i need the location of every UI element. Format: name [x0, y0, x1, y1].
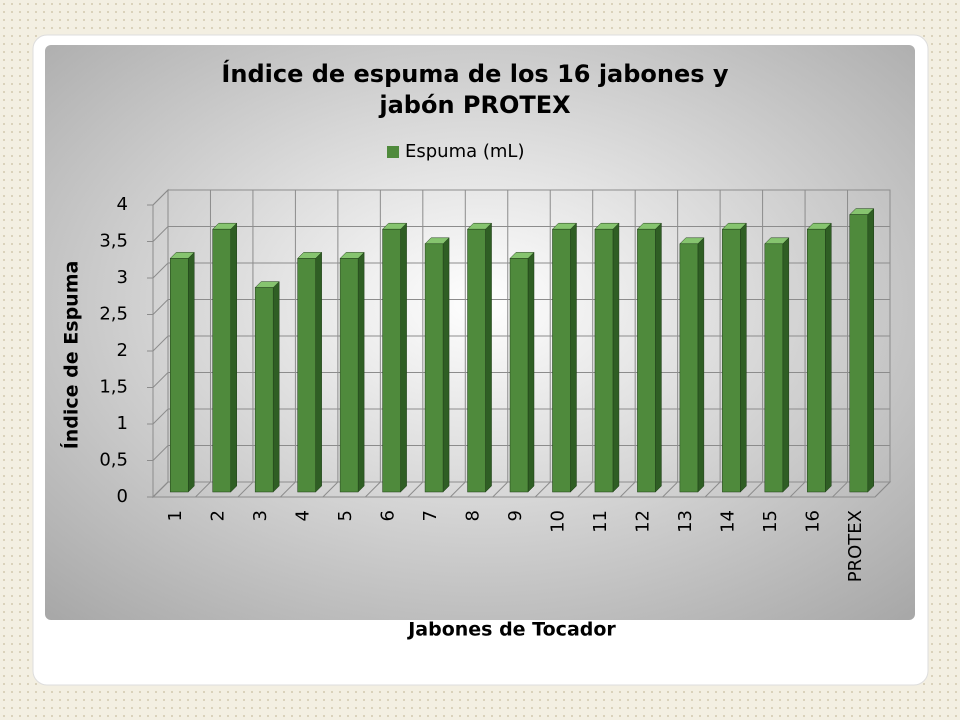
x-tick-label: 2	[208, 510, 229, 521]
bar	[212, 228, 231, 493]
floor-divider	[832, 481, 848, 498]
bar-side	[740, 222, 747, 493]
chart-title: jabón PROTEX	[378, 91, 571, 119]
bar	[552, 228, 571, 493]
y-tick-label: 1	[117, 413, 128, 434]
bar-side	[272, 280, 280, 493]
bar-side	[527, 251, 535, 493]
bar-side	[485, 222, 492, 493]
x-axis-title: Jabones de Tocador	[406, 619, 616, 641]
grid-line	[152, 189, 890, 206]
bar	[849, 214, 869, 493]
bar-side	[570, 222, 577, 493]
floor-divider	[449, 481, 466, 498]
bar	[594, 228, 614, 493]
legend-label: Espuma (mL)	[405, 141, 524, 162]
bar-side	[867, 207, 875, 493]
x-tick-label: 15	[760, 510, 781, 533]
x-tick-label: 10	[547, 510, 568, 533]
bar-side	[697, 237, 705, 493]
y-tick-label: 2	[117, 340, 128, 361]
floor-divider	[492, 481, 509, 498]
floor-divider	[407, 481, 424, 498]
x-tick-label: 4	[293, 510, 314, 521]
x-tick-label: 1	[165, 510, 186, 521]
bar	[679, 243, 699, 493]
bar-side	[230, 222, 237, 493]
floor-divider	[704, 481, 721, 498]
x-tick-label: 13	[675, 510, 696, 533]
x-tick-label: 14	[717, 510, 738, 533]
floor-divider	[577, 481, 594, 498]
x-tick-label: 6	[378, 510, 399, 521]
bar-side	[655, 222, 662, 493]
bar	[467, 228, 486, 493]
x-tick-label: 3	[250, 510, 271, 521]
bar	[424, 243, 444, 493]
y-tick-label: 3,5	[99, 231, 128, 252]
chart-title: Índice de espuma de los 16 jabones y	[221, 59, 728, 88]
floor-divider	[195, 481, 211, 498]
x-tick-label: 11	[590, 510, 611, 533]
bar-side	[612, 222, 620, 493]
x-tick-label: 8	[463, 510, 484, 521]
x-tick-label: 9	[505, 510, 526, 521]
y-tick-label: 1,5	[99, 377, 128, 398]
x-tick-label: 12	[632, 510, 653, 533]
floor-divider	[364, 481, 381, 498]
floor-divider	[619, 481, 636, 498]
floor-divider	[662, 481, 679, 498]
x-tick-label: 16	[802, 510, 823, 533]
y-tick-label: 2,5	[99, 304, 128, 325]
bar-side	[357, 251, 365, 493]
legend-swatch	[387, 146, 399, 158]
bar	[297, 258, 316, 493]
bar	[509, 258, 529, 493]
bar-side	[187, 251, 195, 493]
y-tick-label: 3	[117, 267, 128, 288]
bar	[254, 287, 274, 493]
y-tick-label: 0,5	[99, 450, 128, 471]
floor-divider	[237, 481, 254, 498]
bar-side	[782, 237, 790, 493]
bar	[637, 228, 656, 493]
bar-side	[442, 237, 450, 493]
floor-divider	[280, 481, 296, 498]
x-tick-label: 7	[420, 510, 441, 521]
floor-divider	[322, 481, 339, 498]
bar	[382, 228, 401, 493]
floor-divider	[874, 481, 891, 498]
y-tick-label: 0	[117, 486, 128, 507]
bar-side	[825, 222, 832, 493]
floor-divider	[747, 481, 763, 498]
floor-divider	[534, 481, 551, 498]
bar-side	[400, 222, 407, 493]
x-tick-label: 5	[335, 510, 356, 521]
y-tick-label: 4	[117, 194, 128, 215]
bar	[764, 243, 784, 493]
bar	[722, 228, 741, 493]
floor-divider	[789, 481, 806, 498]
bar	[339, 258, 359, 493]
bar-side	[315, 251, 322, 493]
bar	[807, 228, 826, 493]
bar	[169, 258, 189, 493]
x-tick-label: PROTEX	[845, 510, 866, 582]
y-axis-title: Índice de Espuma	[60, 261, 83, 450]
